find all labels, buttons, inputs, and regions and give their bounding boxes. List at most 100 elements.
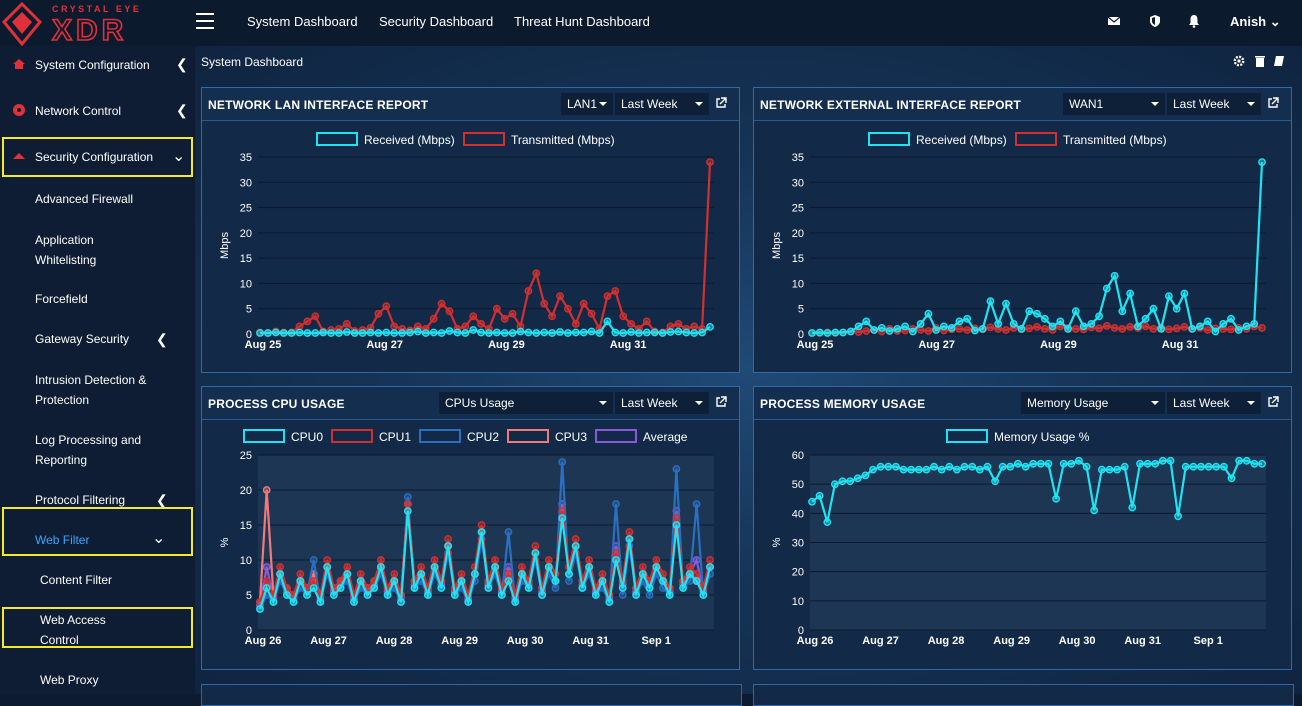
data-point bbox=[398, 329, 407, 337]
mail-icon[interactable] bbox=[1107, 14, 1121, 28]
sidebar-item-application-whitelisting[interactable]: Application Whitelisting bbox=[0, 230, 195, 270]
data-point bbox=[540, 328, 549, 337]
period-select[interactable]: Last Week bbox=[615, 392, 709, 414]
data-point bbox=[500, 314, 509, 323]
data-point bbox=[579, 299, 588, 308]
data-point bbox=[532, 269, 541, 278]
data-point bbox=[922, 465, 931, 474]
data-point bbox=[548, 312, 556, 321]
data-point bbox=[504, 528, 513, 536]
data-point bbox=[551, 577, 560, 585]
nav-system-dashboard[interactable]: System Dashboard bbox=[247, 14, 358, 29]
sidebar-item-label: Security Configuration bbox=[35, 150, 154, 164]
y-tick-label: 5 bbox=[246, 590, 252, 602]
x-tick-label: Aug 31 bbox=[1162, 339, 1199, 351]
data-point bbox=[504, 577, 513, 585]
external-link-icon[interactable] bbox=[1267, 97, 1279, 109]
data-point bbox=[986, 297, 995, 306]
sidebar-item-intrusion-detection[interactable]: Intrusion Detection & Protection bbox=[0, 370, 195, 410]
nav-threat-hunt-dashboard[interactable]: Threat Hunt Dashboard bbox=[514, 14, 650, 29]
period-select[interactable]: Last Week bbox=[1167, 93, 1261, 115]
sidebar-item-web-access-control[interactable]: Web Access Control bbox=[0, 610, 195, 650]
legend-label: CPU1 bbox=[379, 430, 411, 444]
data-point bbox=[363, 591, 372, 599]
external-link-icon[interactable] bbox=[1267, 396, 1279, 408]
sidebar-item-protocol-filtering[interactable]: Protocol Filtering ❮ bbox=[0, 490, 195, 514]
data-point bbox=[579, 328, 588, 337]
data-point bbox=[309, 556, 318, 564]
sidebar-item-security-configuration[interactable]: Security Configuration ⌄ bbox=[0, 138, 195, 176]
y-tick-label: 50 bbox=[792, 479, 804, 491]
x-tick-label: Aug 31 bbox=[572, 635, 609, 647]
data-point bbox=[544, 563, 553, 571]
data-point bbox=[538, 591, 546, 599]
data-point bbox=[1095, 312, 1103, 321]
sidebar-item-network-control[interactable]: Network Control ❮ bbox=[0, 92, 195, 130]
data-point bbox=[469, 312, 478, 321]
data-point bbox=[1227, 474, 1236, 483]
interface-select[interactable]: LAN1 bbox=[561, 93, 613, 115]
data-point bbox=[1181, 462, 1190, 471]
shield-icon[interactable] bbox=[1148, 14, 1162, 28]
data-point bbox=[627, 328, 635, 336]
nav-security-dashboard[interactable]: Security Dashboard bbox=[379, 14, 494, 29]
external-link-icon[interactable] bbox=[715, 396, 727, 408]
y-tick-label: 20 bbox=[240, 485, 252, 497]
data-point bbox=[1033, 309, 1041, 318]
trash-icon[interactable] bbox=[1254, 55, 1266, 67]
highlight-box bbox=[2, 137, 193, 177]
data-point bbox=[276, 570, 285, 578]
sidebar-item-content-filter[interactable]: Content Filter bbox=[0, 570, 195, 594]
cpu-select[interactable]: CPUs Usage bbox=[439, 392, 613, 414]
sidebar-item-system-configuration[interactable]: System Configuration ❮ bbox=[0, 46, 195, 84]
series-line bbox=[258, 510, 712, 610]
data-point bbox=[358, 329, 367, 337]
x-tick-label: Aug 28 bbox=[928, 635, 965, 647]
sidebar-item-web-proxy[interactable]: Web Proxy bbox=[0, 670, 195, 694]
data-point bbox=[685, 570, 694, 578]
data-point bbox=[571, 328, 580, 337]
bell-icon[interactable] bbox=[1187, 14, 1201, 28]
data-point bbox=[638, 570, 647, 578]
caret-down-icon bbox=[1151, 102, 1159, 106]
select-value: Memory Usage bbox=[1027, 396, 1109, 410]
external-link-icon[interactable] bbox=[715, 97, 727, 109]
data-point bbox=[445, 307, 454, 316]
y-tick-label: 25 bbox=[240, 203, 252, 215]
data-point bbox=[632, 591, 640, 599]
period-select[interactable]: Last Week bbox=[1167, 392, 1261, 414]
menu-toggle-icon[interactable] bbox=[196, 13, 214, 29]
panel-title: PROCESS MEMORY USAGE bbox=[760, 397, 926, 411]
user-menu[interactable]: Anish ⌄ bbox=[1230, 14, 1281, 30]
sidebar-item-web-filter[interactable]: Web Filter ⌄ bbox=[0, 530, 195, 554]
memory-select[interactable]: Memory Usage bbox=[1021, 392, 1165, 414]
y-tick-label: 15 bbox=[240, 520, 252, 532]
sidebar-item-label: Advanced Firewall bbox=[35, 192, 134, 206]
x-tick-label: Aug 27 bbox=[918, 339, 955, 351]
brand-logo[interactable]: CRYSTAL EYE XDR bbox=[0, 0, 195, 48]
sidebar-item-gateway-security[interactable]: Gateway Security ❮ bbox=[0, 329, 195, 353]
data-point bbox=[1064, 324, 1072, 333]
sidebar-item-forcefield[interactable]: Forcefield bbox=[0, 289, 195, 313]
data-point bbox=[421, 329, 430, 337]
data-point bbox=[986, 323, 995, 332]
period-select[interactable]: Last Week bbox=[615, 93, 709, 115]
sidebar-item-log-processing[interactable]: Log Processing and Reporting bbox=[0, 430, 195, 470]
data-point bbox=[598, 577, 607, 585]
y-tick-label: 0 bbox=[798, 329, 804, 341]
sidebar-item-advanced-firewall[interactable]: Advanced Firewall bbox=[0, 189, 195, 213]
data-point bbox=[376, 563, 385, 571]
data-point bbox=[1203, 317, 1212, 326]
legend-swatch bbox=[316, 132, 358, 146]
data-point bbox=[598, 570, 607, 578]
data-point bbox=[618, 591, 627, 599]
data-point bbox=[1095, 324, 1103, 333]
book-icon[interactable] bbox=[1273, 55, 1285, 67]
y-axis-label: % bbox=[219, 537, 231, 547]
brand-small-text: CRYSTAL EYE bbox=[52, 4, 141, 14]
gear-icon[interactable] bbox=[1233, 55, 1245, 67]
select-value: Last Week bbox=[621, 97, 678, 111]
data-point bbox=[262, 486, 271, 494]
data-point bbox=[511, 598, 520, 606]
interface-select[interactable]: WAN1 bbox=[1063, 93, 1165, 115]
